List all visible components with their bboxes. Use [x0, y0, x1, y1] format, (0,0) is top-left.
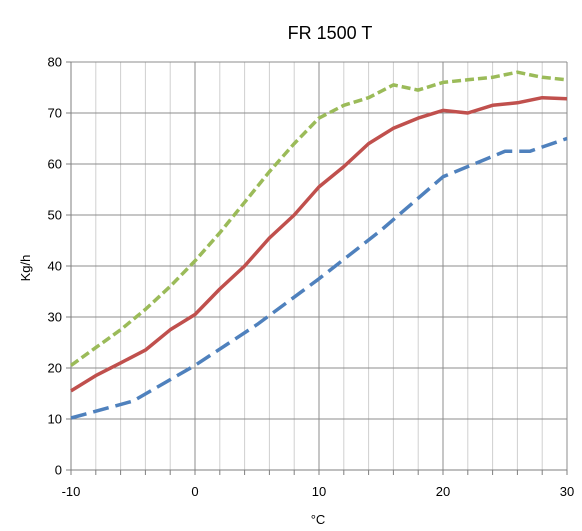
chart-title: FR 1500 T	[288, 23, 373, 43]
y-tick-label: 80	[48, 55, 62, 70]
y-tick-label: 60	[48, 157, 62, 172]
x-tick-label: 0	[191, 484, 198, 499]
y-tick-label: 30	[48, 310, 62, 325]
x-tick-label: 20	[436, 484, 450, 499]
series-group	[69, 70, 568, 420]
y-axis-label: Kg/h	[18, 255, 33, 282]
y-tick-label: 20	[48, 361, 62, 376]
series-line-1	[69, 70, 568, 367]
plot-grid	[66, 61, 568, 475]
x-tick-label: 10	[312, 484, 326, 499]
y-tick-label: 0	[55, 463, 62, 478]
y-tick-label: 40	[48, 259, 62, 274]
x-tick-label: 30	[560, 484, 574, 499]
series-line-3	[70, 136, 568, 420]
y-tick-label: 10	[48, 412, 62, 427]
y-tick-label: 50	[48, 208, 62, 223]
series-line-2	[70, 95, 568, 393]
x-tick-label: -10	[62, 484, 81, 499]
x-axis-label: °C	[311, 512, 326, 527]
y-tick-label: 70	[48, 106, 62, 121]
